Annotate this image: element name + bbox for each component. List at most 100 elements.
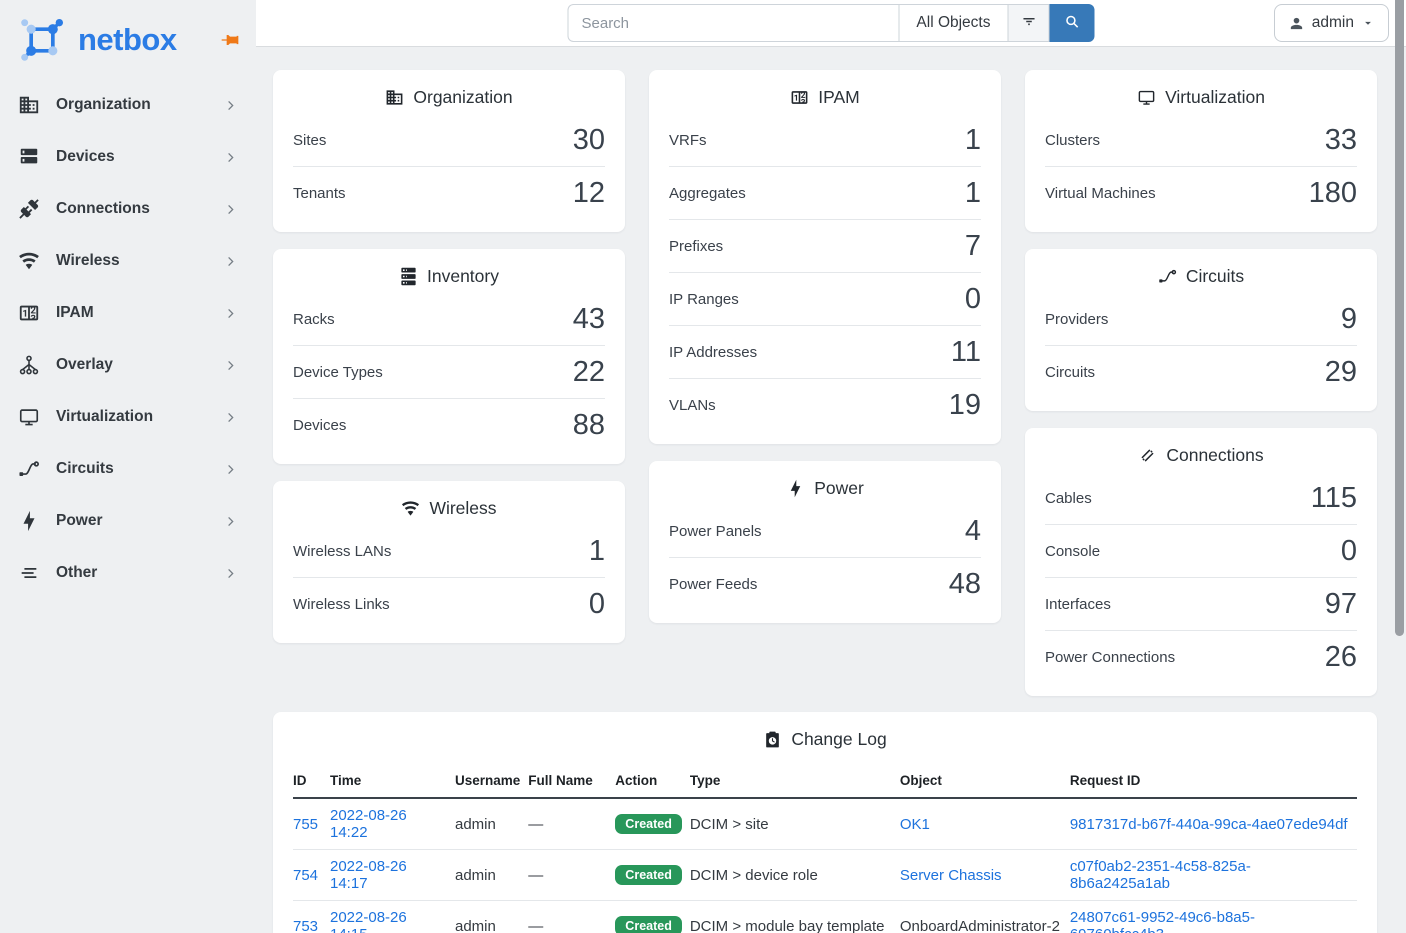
object-cell[interactable]: OK1: [899, 815, 930, 833]
stat-label: Power Panels: [669, 522, 762, 540]
stat-value[interactable]: 9: [1340, 303, 1357, 335]
dashboard: Organization Sites 30 Tenants 12 Invento…: [256, 47, 1406, 933]
card-title: IPAM: [818, 87, 860, 107]
stat-row: Power Feeds 48: [669, 557, 981, 610]
user-icon: [1288, 15, 1305, 32]
stat-value[interactable]: 0: [588, 588, 605, 620]
caret-down-icon: [1361, 16, 1375, 30]
stat-value[interactable]: 22: [572, 356, 605, 388]
sidebar-item-ipam[interactable]: IPAM: [0, 287, 256, 339]
sidebar-item-other[interactable]: Other: [0, 547, 256, 599]
card-title: Connections: [1166, 445, 1264, 465]
stat-label: Devices: [293, 416, 347, 434]
column-header: Full Name: [528, 764, 616, 799]
card-title: Power: [814, 478, 864, 498]
stat-row: Sites 30: [293, 114, 605, 166]
column-header: Action: [615, 764, 690, 799]
monitor-icon: [1137, 88, 1156, 107]
card-title: Virtualization: [1165, 87, 1265, 107]
overlay-icon: [18, 354, 40, 376]
stat-value[interactable]: 0: [964, 283, 981, 315]
sidebar-item-circuits[interactable]: Circuits: [0, 443, 256, 495]
stat-value[interactable]: 19: [948, 389, 981, 421]
stat-row: Circuits 29: [1045, 345, 1357, 398]
stat-label: Interfaces: [1045, 595, 1111, 613]
connections-card: Connections Cables 115 Console 0 Interfa…: [1025, 428, 1377, 696]
wireless-card: Wireless Wireless LANs 1 Wireless Links …: [273, 481, 625, 643]
stat-value[interactable]: 7: [964, 230, 981, 262]
inventory-card: Inventory Racks 43 Device Types 22 Devic…: [273, 249, 625, 464]
request-id-link[interactable]: 9817317d-b67f-440a-99ca-4ae07ede94df: [1069, 815, 1348, 833]
change-log-table: ID Time Username Full Name Action Type Object R…: [293, 764, 1357, 933]
stat-label: IP Ranges: [669, 290, 739, 308]
card-title: Organization: [413, 87, 513, 107]
request-id-link[interactable]: 24807c61-9952-49c6-b8a5-69760bfcc4b3: [1069, 909, 1255, 933]
chevron-right-icon: [223, 202, 238, 217]
change-time-link[interactable]: 2022-08-26 14:15: [330, 909, 407, 933]
stat-value[interactable]: 180: [1308, 177, 1357, 209]
chevron-right-icon: [223, 358, 238, 373]
transit-icon: [18, 458, 40, 480]
sidebar-item-connections[interactable]: Connections: [0, 183, 256, 235]
stat-label: Providers: [1045, 310, 1109, 328]
counter-icon: [790, 88, 809, 107]
user-menu-button[interactable]: admin: [1273, 4, 1389, 42]
stat-value[interactable]: 48: [948, 568, 981, 600]
stat-label: IP Addresses: [669, 343, 758, 361]
sidebar-item-devices[interactable]: Devices: [0, 131, 256, 183]
stat-value[interactable]: 1: [964, 124, 981, 156]
stat-value[interactable]: 1: [964, 177, 981, 209]
object-cell[interactable]: Server Chassis: [899, 866, 1002, 884]
change-time-link[interactable]: 2022-08-26 14:22: [330, 807, 407, 841]
rack-icon: [399, 267, 418, 286]
stat-value[interactable]: 30: [572, 124, 605, 156]
search-scope-button[interactable]: All Objects: [898, 4, 1009, 42]
type-cell: DCIM > module bay template: [689, 917, 885, 933]
sidebar-item-wireless[interactable]: Wireless: [0, 235, 256, 287]
stat-value[interactable]: 43: [572, 303, 605, 335]
card-title: Wireless: [429, 498, 497, 518]
stat-value[interactable]: 97: [1324, 588, 1357, 620]
type-cell: DCIM > site: [689, 815, 769, 833]
stat-value[interactable]: 1: [588, 535, 605, 567]
change-time-link[interactable]: 2022-08-26 14:17: [330, 858, 407, 892]
stat-row: IP Ranges 0: [669, 272, 981, 325]
sidebar-item-power[interactable]: Power: [0, 495, 256, 547]
change-id-link[interactable]: 755: [293, 815, 319, 833]
sidebar-item-overlay[interactable]: Overlay: [0, 339, 256, 391]
card-title: Circuits: [1185, 266, 1245, 286]
request-id-link[interactable]: c07f0ab2-2351-4c58-825a-8b6a2425a1ab: [1069, 858, 1251, 892]
chevron-right-icon: [223, 514, 238, 529]
sidebar: netbox Organization Devices Connections …: [0, 0, 256, 933]
chevron-right-icon: [223, 566, 238, 581]
stat-value[interactable]: 115: [1310, 482, 1357, 514]
stat-value[interactable]: 88: [572, 409, 605, 441]
search-button[interactable]: [1049, 4, 1095, 42]
vertical-scrollbar[interactable]: [1395, 0, 1404, 636]
pin-sidebar-icon[interactable]: [220, 30, 240, 50]
chevron-right-icon: [223, 462, 238, 477]
sidebar-item-virtualization[interactable]: Virtualization: [0, 391, 256, 443]
filter-button[interactable]: [1008, 4, 1050, 42]
table-row: 753 2022-08-26 14:15 admin — Created DCIM > m…: [293, 900, 1357, 933]
stat-value[interactable]: 29: [1324, 356, 1357, 388]
sidebar-item-label: Organization: [56, 96, 151, 113]
stat-value[interactable]: 26: [1324, 641, 1357, 673]
stat-value[interactable]: 4: [964, 515, 981, 547]
change-id-link[interactable]: 753: [293, 917, 319, 933]
grid-column-2: IPAM VRFs 1 Aggregates 1 Prefixes 7 IP R…: [649, 70, 1001, 696]
sidebar-item-organization[interactable]: Organization: [0, 79, 256, 131]
stat-value[interactable]: 0: [1340, 535, 1357, 567]
netbox-logo[interactable]: netbox: [16, 14, 177, 66]
filter-icon: [1019, 12, 1038, 34]
topbar: All Objects admin: [256, 0, 1406, 47]
table-row: 755 2022-08-26 14:22 admin — Created DCIM > s…: [293, 798, 1357, 850]
stat-value[interactable]: 12: [572, 177, 605, 209]
chevron-right-icon: [223, 410, 238, 425]
change-id-link[interactable]: 754: [293, 866, 319, 884]
stat-row: Wireless LANs 1: [293, 525, 605, 577]
stat-value[interactable]: 33: [1324, 124, 1357, 156]
organization-card: Organization Sites 30 Tenants 12: [273, 70, 625, 232]
stat-value[interactable]: 11: [950, 336, 981, 368]
search-input[interactable]: [567, 4, 899, 42]
